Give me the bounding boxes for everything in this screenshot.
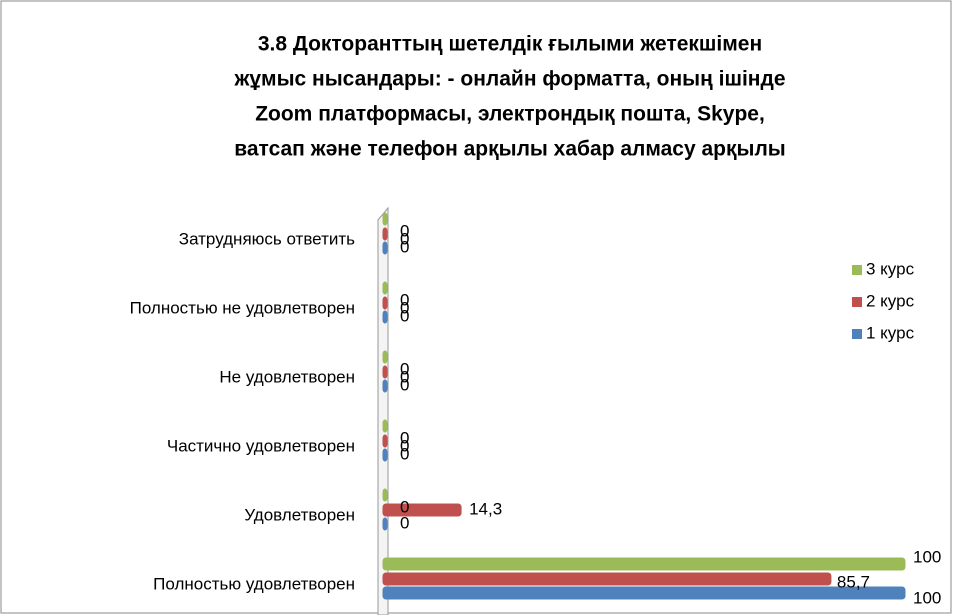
- legend-swatch: [852, 265, 862, 275]
- bar: [382, 365, 388, 379]
- bar: [382, 212, 388, 226]
- bar: [382, 503, 462, 517]
- bar: [382, 350, 388, 364]
- bar: [382, 586, 906, 600]
- chart-title: 3.8 Докторанттың шетелдік ғылыми жетекші…: [258, 33, 762, 56]
- bar: [382, 419, 388, 433]
- data-label: 0: [400, 359, 409, 378]
- data-label: 0: [400, 229, 409, 248]
- bar: [382, 227, 388, 241]
- bar: [382, 572, 832, 586]
- data-label: 0: [400, 367, 409, 386]
- data-label: 100: [913, 547, 941, 566]
- chart-title: Zoom платформасы, электрондық пошта, Sky…: [255, 103, 765, 126]
- data-label: 0: [400, 436, 409, 455]
- bar: [382, 296, 388, 310]
- legend-swatch: [852, 297, 862, 307]
- legend-swatch: [852, 329, 862, 339]
- y-tick-label: Полностью удовлетворен: [153, 574, 355, 593]
- data-label: 0: [400, 444, 409, 463]
- legend-label: 2 курс: [866, 291, 915, 310]
- bar: [382, 557, 906, 571]
- data-label: 100: [913, 588, 941, 607]
- data-label: 0: [400, 513, 409, 532]
- y-tick-label: Удовлетворен: [244, 505, 355, 524]
- data-label: 0: [400, 375, 409, 394]
- chart-title: ватсап және телефон арқылы хабар алмасу …: [234, 138, 785, 161]
- chart-title: жұмыс нысандары: - онлайн форматта, оның…: [233, 68, 785, 91]
- bar: [382, 241, 388, 255]
- data-label: 0: [400, 428, 409, 447]
- legend-label: 3 курс: [866, 259, 915, 278]
- bar: [382, 379, 388, 393]
- bar: [382, 310, 388, 324]
- data-label: 0: [400, 221, 409, 240]
- bar: [382, 488, 388, 502]
- data-label: 0: [400, 497, 409, 516]
- bar: [382, 434, 388, 448]
- bar: [382, 448, 388, 462]
- bar: [382, 517, 388, 531]
- bar: [382, 281, 388, 295]
- plot-wall: [377, 206, 389, 615]
- data-label: 0: [400, 298, 409, 317]
- data-label: 85,7: [837, 572, 870, 591]
- y-tick-label: Затрудняюсь ответить: [179, 229, 355, 248]
- y-tick-label: Полностью не удовлетворен: [130, 298, 355, 317]
- data-label: 0: [400, 237, 409, 256]
- legend-label: 1 курс: [866, 323, 915, 342]
- y-tick-label: Не удовлетворен: [219, 367, 355, 386]
- data-label: 0: [400, 290, 409, 309]
- y-tick-label: Частично удовлетворен: [167, 436, 355, 455]
- data-label: 0: [400, 306, 409, 325]
- data-label: 14,3: [469, 499, 502, 518]
